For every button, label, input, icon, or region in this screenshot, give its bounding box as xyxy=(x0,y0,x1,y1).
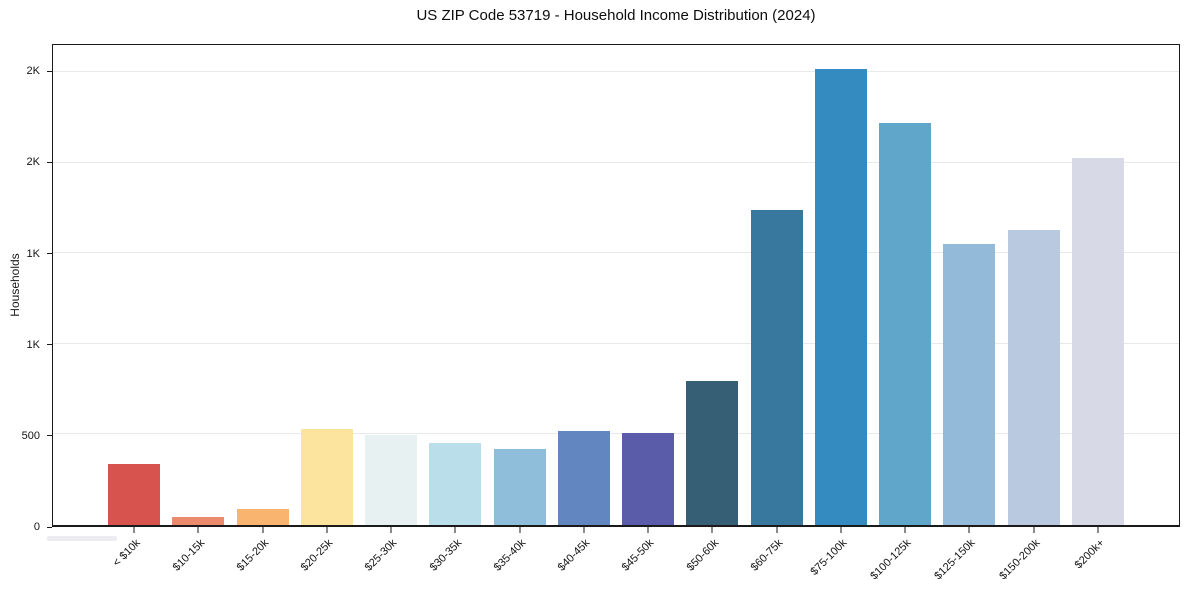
x-tick-label: $200k+ xyxy=(1072,537,1107,572)
x-tick-mark xyxy=(454,527,456,533)
bar-slot-11: $60-75k xyxy=(749,45,803,574)
x-tick-mark xyxy=(262,527,264,533)
x-tick-mark xyxy=(840,527,842,533)
bars-container: < $10k $10-15k $15-20k $20-25k $25-30k $30-35… xyxy=(53,45,1179,582)
gridline xyxy=(53,342,1179,344)
x-tick-mark xyxy=(519,527,521,533)
bar xyxy=(493,448,546,525)
y-tick-mark xyxy=(47,526,52,528)
gridline xyxy=(53,433,1179,435)
bar xyxy=(300,429,353,525)
x-tick-mark xyxy=(711,527,713,533)
bar xyxy=(236,508,289,525)
artifact-strip xyxy=(47,536,117,541)
bar-slot-16: $200k+ xyxy=(1071,45,1124,571)
gridline xyxy=(53,161,1179,163)
x-tick-mark xyxy=(583,527,585,533)
x-tick-label: $125-150k xyxy=(932,537,978,583)
y-tick-mark xyxy=(47,161,52,163)
bar-slot-5: $25-30k xyxy=(363,45,418,574)
bar xyxy=(557,430,610,525)
y-tick-label: 500 xyxy=(21,429,40,442)
x-tick-label: $20-25k xyxy=(298,537,336,574)
x-tick-label: $25-30k xyxy=(362,537,400,574)
bar xyxy=(622,432,675,525)
x-tick-label: $45-50k xyxy=(620,537,657,574)
x-tick-mark xyxy=(776,527,778,533)
x-tick-label: $100-125k xyxy=(868,537,914,583)
bar-slot-2: $10-15k xyxy=(170,45,225,574)
bar-slot-7: $35-40k xyxy=(491,45,546,574)
x-tick-label: < $10k xyxy=(110,537,143,570)
bar-slot-1: < $10k xyxy=(108,45,160,569)
gridline xyxy=(53,71,1179,73)
x-tick-mark xyxy=(1097,527,1099,533)
y-tick-mark xyxy=(47,253,52,255)
x-tick-label: $50-60k xyxy=(684,537,721,574)
bar-slot-9: $45-50k xyxy=(620,45,675,574)
bar xyxy=(814,69,867,525)
y-tick-label: 1K xyxy=(26,247,40,260)
bar-slot-12: $75-100k xyxy=(808,45,867,578)
y-axis: 0 500 1K 1K 2K 2K xyxy=(0,44,52,533)
bar xyxy=(365,435,418,525)
bar xyxy=(879,122,932,525)
y-tick-mark xyxy=(47,344,52,346)
y-tick-mark xyxy=(47,70,52,72)
bar xyxy=(1071,158,1124,525)
bar xyxy=(429,442,482,525)
y-tick-label: 2K xyxy=(26,65,40,78)
bar-slot-15: $150-200k xyxy=(997,45,1060,582)
gridline xyxy=(53,252,1179,254)
x-tick-label: $15-20k xyxy=(234,537,272,574)
x-tick-label: $40-45k xyxy=(555,537,593,574)
x-tick-label: $150-200k xyxy=(996,537,1043,583)
x-tick-mark xyxy=(1033,527,1035,533)
x-tick-label: $35-40k xyxy=(491,537,529,574)
x-tick-mark xyxy=(647,527,649,533)
bar-slot-8: $40-45k xyxy=(556,45,610,574)
bar xyxy=(943,244,996,525)
x-tick-label: $75-100k xyxy=(808,537,850,578)
bar xyxy=(172,516,225,525)
bar-slot-6: $30-35k xyxy=(427,45,482,574)
bar-slot-3: $15-20k xyxy=(234,45,289,574)
y-tick-label: 2K xyxy=(26,156,40,169)
x-tick-label: $30-35k xyxy=(427,537,464,574)
x-tick-mark xyxy=(133,527,135,533)
bar-slot-4: $20-25k xyxy=(299,45,353,574)
plot-area: < $10k $10-15k $15-20k $20-25k $25-30k $30-35… xyxy=(52,44,1180,582)
y-tick-mark xyxy=(47,435,52,437)
bar-slot-13: $100-125k xyxy=(868,45,932,582)
x-tick-mark xyxy=(904,527,906,533)
y-tick-label: 1K xyxy=(26,338,40,351)
bar-slot-14: $125-150k xyxy=(933,45,996,582)
y-tick-label: 0 xyxy=(33,521,40,533)
x-tick-label: $10-15k xyxy=(170,537,207,574)
x-tick-mark xyxy=(197,527,199,533)
bar xyxy=(750,209,803,525)
chart-title: US ZIP Code 53719 - Household Income Dis… xyxy=(416,7,816,24)
x-tick-mark xyxy=(968,527,970,533)
bar xyxy=(108,464,160,525)
bar xyxy=(1007,229,1060,525)
bar-slot-10: $50-60k xyxy=(684,45,739,574)
x-tick-label: $60-75k xyxy=(748,537,786,574)
bar xyxy=(686,381,739,525)
x-tick-mark xyxy=(326,527,328,533)
x-tick-mark xyxy=(390,527,392,533)
